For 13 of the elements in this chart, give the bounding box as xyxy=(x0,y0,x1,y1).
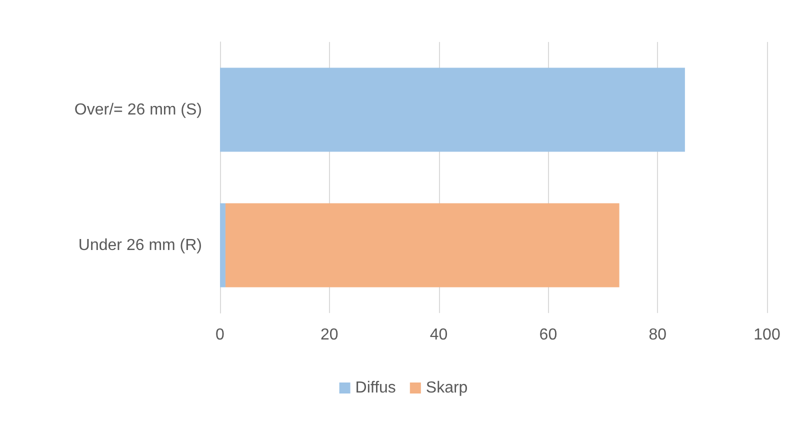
bar xyxy=(220,203,226,288)
x-tick-label: 100 xyxy=(754,326,780,344)
y-tick-label: Under 26 mm (R) xyxy=(78,236,202,254)
x-tick-label: 40 xyxy=(430,326,448,344)
bar xyxy=(225,203,620,288)
y-tick-label: Over/= 26 mm (S) xyxy=(74,101,202,118)
bar xyxy=(220,68,685,152)
x-tick-label: 60 xyxy=(539,326,558,344)
x-tick-label: 80 xyxy=(648,326,667,344)
legend-label: Diffus xyxy=(355,380,396,396)
legend-label: Skarp xyxy=(426,380,468,396)
x-tick-label: 0 xyxy=(216,326,225,344)
x-tick-label: 20 xyxy=(320,326,338,344)
